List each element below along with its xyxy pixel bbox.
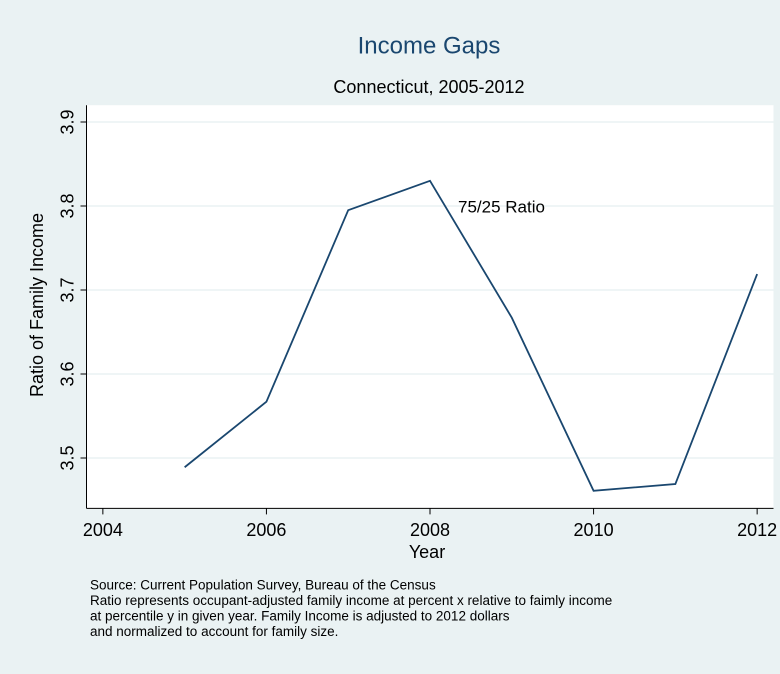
note: Source: Current Population Survey, Burea… (90, 578, 436, 593)
y-tick-label: 3.7 (57, 277, 77, 302)
plot-area (86, 105, 774, 509)
x-tick-label: 2010 (574, 520, 614, 540)
x-tick-label: 2006 (246, 520, 286, 540)
y-tick-label: 3.9 (57, 109, 77, 134)
note: at percentile y in given year. Family In… (90, 609, 510, 624)
x-axis-label: Year (409, 542, 445, 562)
y-tick-label: 3.6 (57, 361, 77, 386)
x-tick-label: 2012 (737, 520, 777, 540)
data-line (184, 179, 758, 492)
line-label: 75/25 Ratio (458, 197, 545, 216)
x-tick-label: 2008 (410, 520, 450, 540)
chart-subtitle: Connecticut, 2005-2012 (333, 77, 524, 97)
chart-title: Income Gaps (358, 32, 501, 59)
note: Ratio represents occupant-adjusted famil… (90, 593, 612, 608)
note: and normalized to account for family siz… (90, 624, 338, 639)
y-tick-label: 3.8 (57, 193, 77, 218)
y-axis-label: Ratio of Family Income (27, 213, 47, 397)
x-tick-label: 2004 (83, 520, 123, 540)
y-tick-label: 3.5 (57, 445, 77, 470)
